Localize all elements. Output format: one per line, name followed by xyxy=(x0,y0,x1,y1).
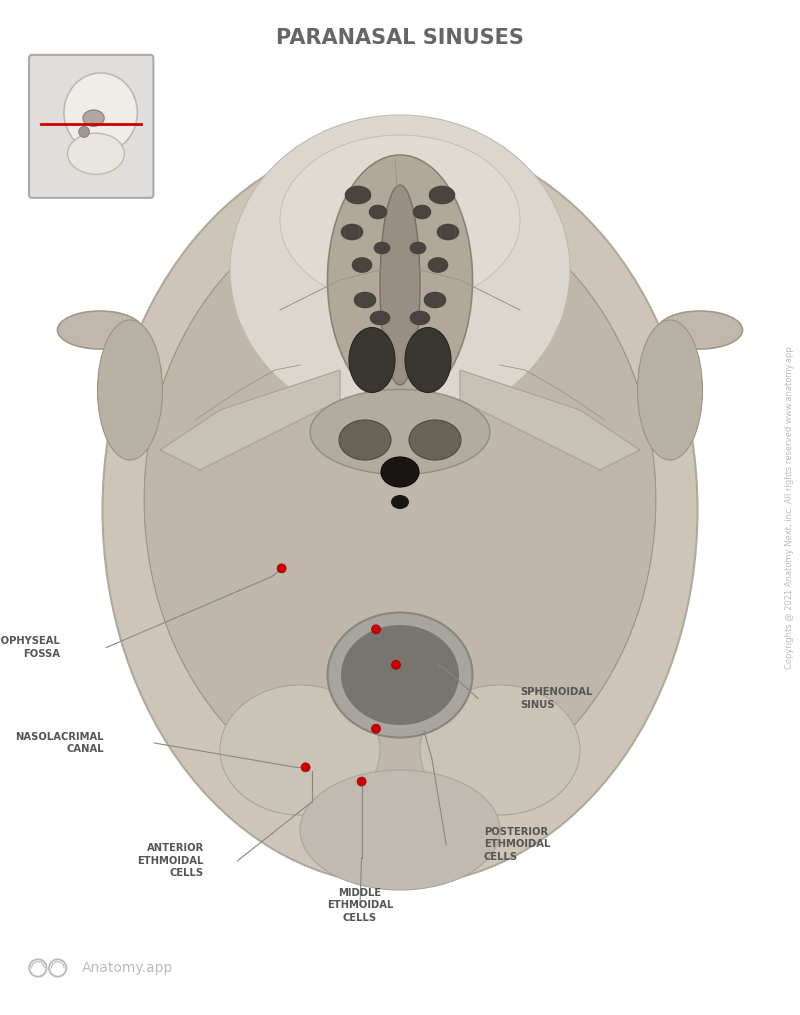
Ellipse shape xyxy=(437,224,459,240)
Ellipse shape xyxy=(381,457,419,487)
Ellipse shape xyxy=(83,110,104,127)
Ellipse shape xyxy=(345,186,371,204)
Ellipse shape xyxy=(144,193,656,808)
Ellipse shape xyxy=(428,258,448,272)
Circle shape xyxy=(357,777,366,786)
Ellipse shape xyxy=(341,625,459,725)
Text: NASOLACRIMAL
CANAL: NASOLACRIMAL CANAL xyxy=(15,732,104,754)
Text: Anatomy.app: Anatomy.app xyxy=(82,961,174,975)
Ellipse shape xyxy=(391,495,409,509)
Ellipse shape xyxy=(327,612,473,738)
Ellipse shape xyxy=(220,685,380,815)
Text: SPHENOIDAL
SINUS: SPHENOIDAL SINUS xyxy=(520,687,592,709)
Ellipse shape xyxy=(638,320,702,460)
Circle shape xyxy=(301,763,310,771)
Ellipse shape xyxy=(98,320,162,460)
Ellipse shape xyxy=(424,292,446,308)
Polygon shape xyxy=(160,370,340,470)
Text: ANTERIOR
ETHMOIDAL
CELLS: ANTERIOR ETHMOIDAL CELLS xyxy=(138,843,204,878)
Ellipse shape xyxy=(420,685,580,815)
Circle shape xyxy=(371,625,381,633)
Ellipse shape xyxy=(354,292,376,308)
Text: PARANASAL SINUSES: PARANASAL SINUSES xyxy=(276,28,524,48)
Ellipse shape xyxy=(349,328,395,393)
Circle shape xyxy=(371,725,381,733)
Ellipse shape xyxy=(658,311,742,349)
Text: POSTERIOR
ETHMOIDAL
CELLS: POSTERIOR ETHMOIDAL CELLS xyxy=(484,827,550,862)
Ellipse shape xyxy=(410,311,430,325)
Ellipse shape xyxy=(410,242,426,254)
FancyBboxPatch shape xyxy=(29,55,154,198)
Ellipse shape xyxy=(413,205,431,219)
Ellipse shape xyxy=(58,311,142,349)
Ellipse shape xyxy=(300,770,500,890)
Ellipse shape xyxy=(409,420,461,460)
Ellipse shape xyxy=(370,311,390,325)
Ellipse shape xyxy=(429,186,455,204)
Text: Copyrights @ 2021 Anatomy Next, inc. All rights reserved www.anatomy.app: Copyrights @ 2021 Anatomy Next, inc. All… xyxy=(786,347,794,669)
Ellipse shape xyxy=(380,185,420,385)
Ellipse shape xyxy=(374,242,390,254)
Ellipse shape xyxy=(327,155,473,405)
Ellipse shape xyxy=(405,328,451,393)
Polygon shape xyxy=(460,370,640,470)
Ellipse shape xyxy=(369,205,387,219)
Ellipse shape xyxy=(341,224,363,240)
Ellipse shape xyxy=(310,390,490,474)
Ellipse shape xyxy=(64,73,138,152)
Text: HYPOPHYSEAL
FOSSA: HYPOPHYSEAL FOSSA xyxy=(0,636,60,659)
Ellipse shape xyxy=(230,115,570,425)
Circle shape xyxy=(391,661,401,669)
Circle shape xyxy=(277,564,286,572)
Ellipse shape xyxy=(280,135,520,304)
Ellipse shape xyxy=(339,420,391,460)
Ellipse shape xyxy=(78,127,90,137)
Text: MIDDLE
ETHMOIDAL
CELLS: MIDDLE ETHMOIDAL CELLS xyxy=(327,888,393,923)
Ellipse shape xyxy=(67,133,124,175)
Ellipse shape xyxy=(102,135,698,885)
Ellipse shape xyxy=(352,258,372,272)
